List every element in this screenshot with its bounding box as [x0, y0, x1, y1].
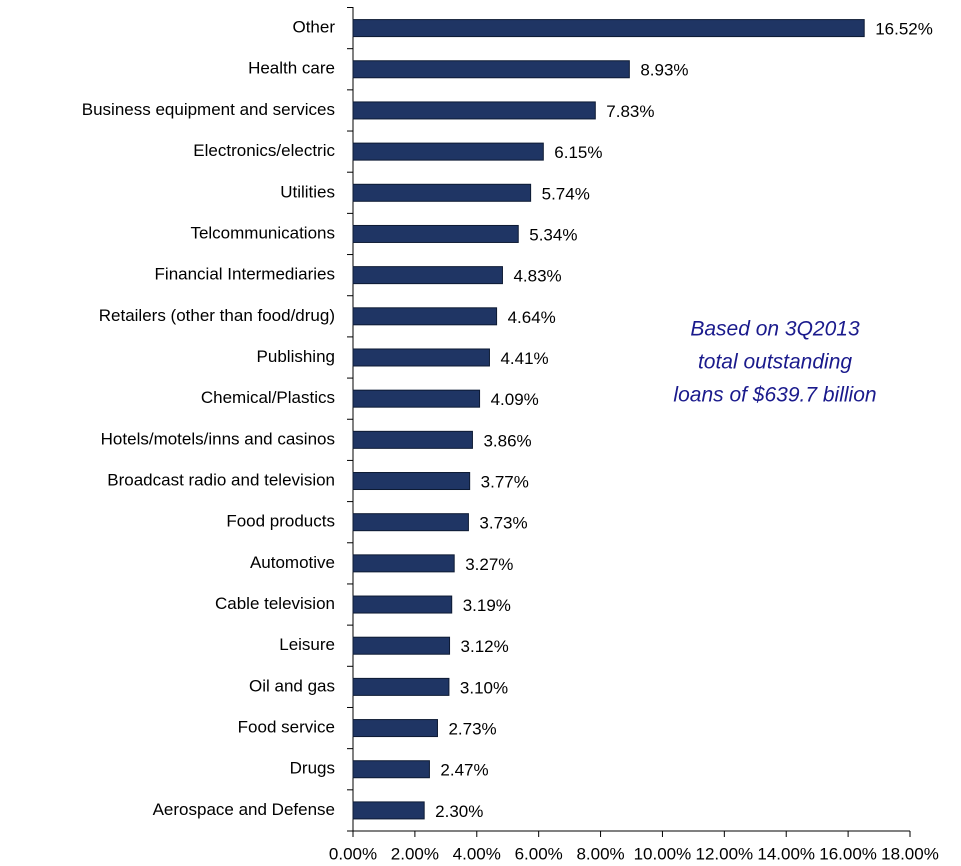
category-label: Aerospace and Defense — [153, 800, 335, 819]
bar — [352, 183, 532, 202]
bar — [352, 142, 544, 161]
bar — [352, 595, 453, 614]
x-tick-label: 10.00% — [634, 844, 692, 863]
value-label: 3.10% — [460, 678, 508, 697]
category-label: Publishing — [257, 347, 335, 366]
x-tick-label: 16.00% — [819, 844, 877, 863]
category-label: Other — [292, 18, 335, 37]
x-tick-label: 18.00% — [881, 844, 939, 863]
bar — [352, 677, 450, 696]
value-label: 3.12% — [461, 637, 509, 656]
annotation: loans of $639.7 billion — [673, 384, 876, 407]
bar — [352, 19, 865, 38]
value-label: 7.83% — [606, 102, 654, 121]
value-label: 3.86% — [483, 431, 531, 450]
category-label: Health care — [248, 59, 335, 78]
value-label: 5.74% — [542, 184, 590, 203]
bar — [352, 636, 451, 655]
value-label: 4.41% — [500, 349, 548, 368]
value-label: 6.15% — [554, 143, 602, 162]
category-label: Drugs — [290, 759, 335, 778]
category-label: Retailers (other than food/drug) — [99, 306, 335, 325]
category-label: Food service — [238, 718, 335, 737]
value-label: 5.34% — [529, 225, 577, 244]
category-label: Financial Intermediaries — [155, 265, 335, 284]
value-label: 4.64% — [508, 308, 556, 327]
bar — [352, 513, 469, 532]
x-tick-label: 14.00% — [757, 844, 815, 863]
annotation: Based on 3Q2013 — [690, 318, 860, 341]
category-label: Food products — [226, 512, 335, 531]
x-tick-label: 8.00% — [576, 844, 624, 863]
bar — [352, 389, 481, 408]
category-label: Hotels/motels/inns and casinos — [101, 429, 335, 448]
value-label: 3.73% — [479, 514, 527, 533]
category-label: Leisure — [279, 635, 335, 654]
bar — [352, 307, 498, 326]
value-label: 4.09% — [491, 390, 539, 409]
bar — [352, 101, 596, 120]
x-tick-label: 0.00% — [329, 844, 377, 863]
bar — [352, 719, 438, 738]
bar — [352, 472, 471, 491]
value-label: 2.73% — [448, 720, 496, 739]
category-label: Broadcast radio and television — [107, 470, 335, 489]
value-label: 2.30% — [435, 802, 483, 821]
value-label: 3.27% — [465, 555, 513, 574]
value-label: 3.19% — [463, 596, 511, 615]
x-tick-label: 2.00% — [391, 844, 439, 863]
category-label: Electronics/electric — [193, 141, 335, 160]
category-label: Oil and gas — [249, 676, 335, 695]
bar — [352, 60, 630, 79]
value-label: 4.83% — [513, 267, 561, 286]
category-label: Chemical/Plastics — [201, 388, 335, 407]
bar — [352, 348, 490, 367]
value-label: 3.77% — [481, 472, 529, 491]
x-tick-label: 4.00% — [453, 844, 501, 863]
category-label: Cable television — [215, 594, 335, 613]
x-tick-label: 6.00% — [515, 844, 563, 863]
category-label: Automotive — [250, 553, 335, 572]
x-tick-label: 12.00% — [695, 844, 753, 863]
category-label: Utilities — [280, 182, 335, 201]
category-label: Business equipment and services — [82, 100, 335, 119]
bar — [352, 554, 455, 573]
category-label: Telcommunications — [190, 223, 335, 242]
bar — [352, 760, 430, 779]
bar — [352, 801, 425, 820]
annotation: total outstanding — [698, 351, 852, 374]
value-label: 16.52% — [875, 20, 933, 39]
value-label: 2.47% — [440, 761, 488, 780]
bar — [352, 266, 503, 285]
value-label: 8.93% — [640, 61, 688, 80]
bar — [352, 224, 519, 243]
bar — [352, 430, 473, 449]
